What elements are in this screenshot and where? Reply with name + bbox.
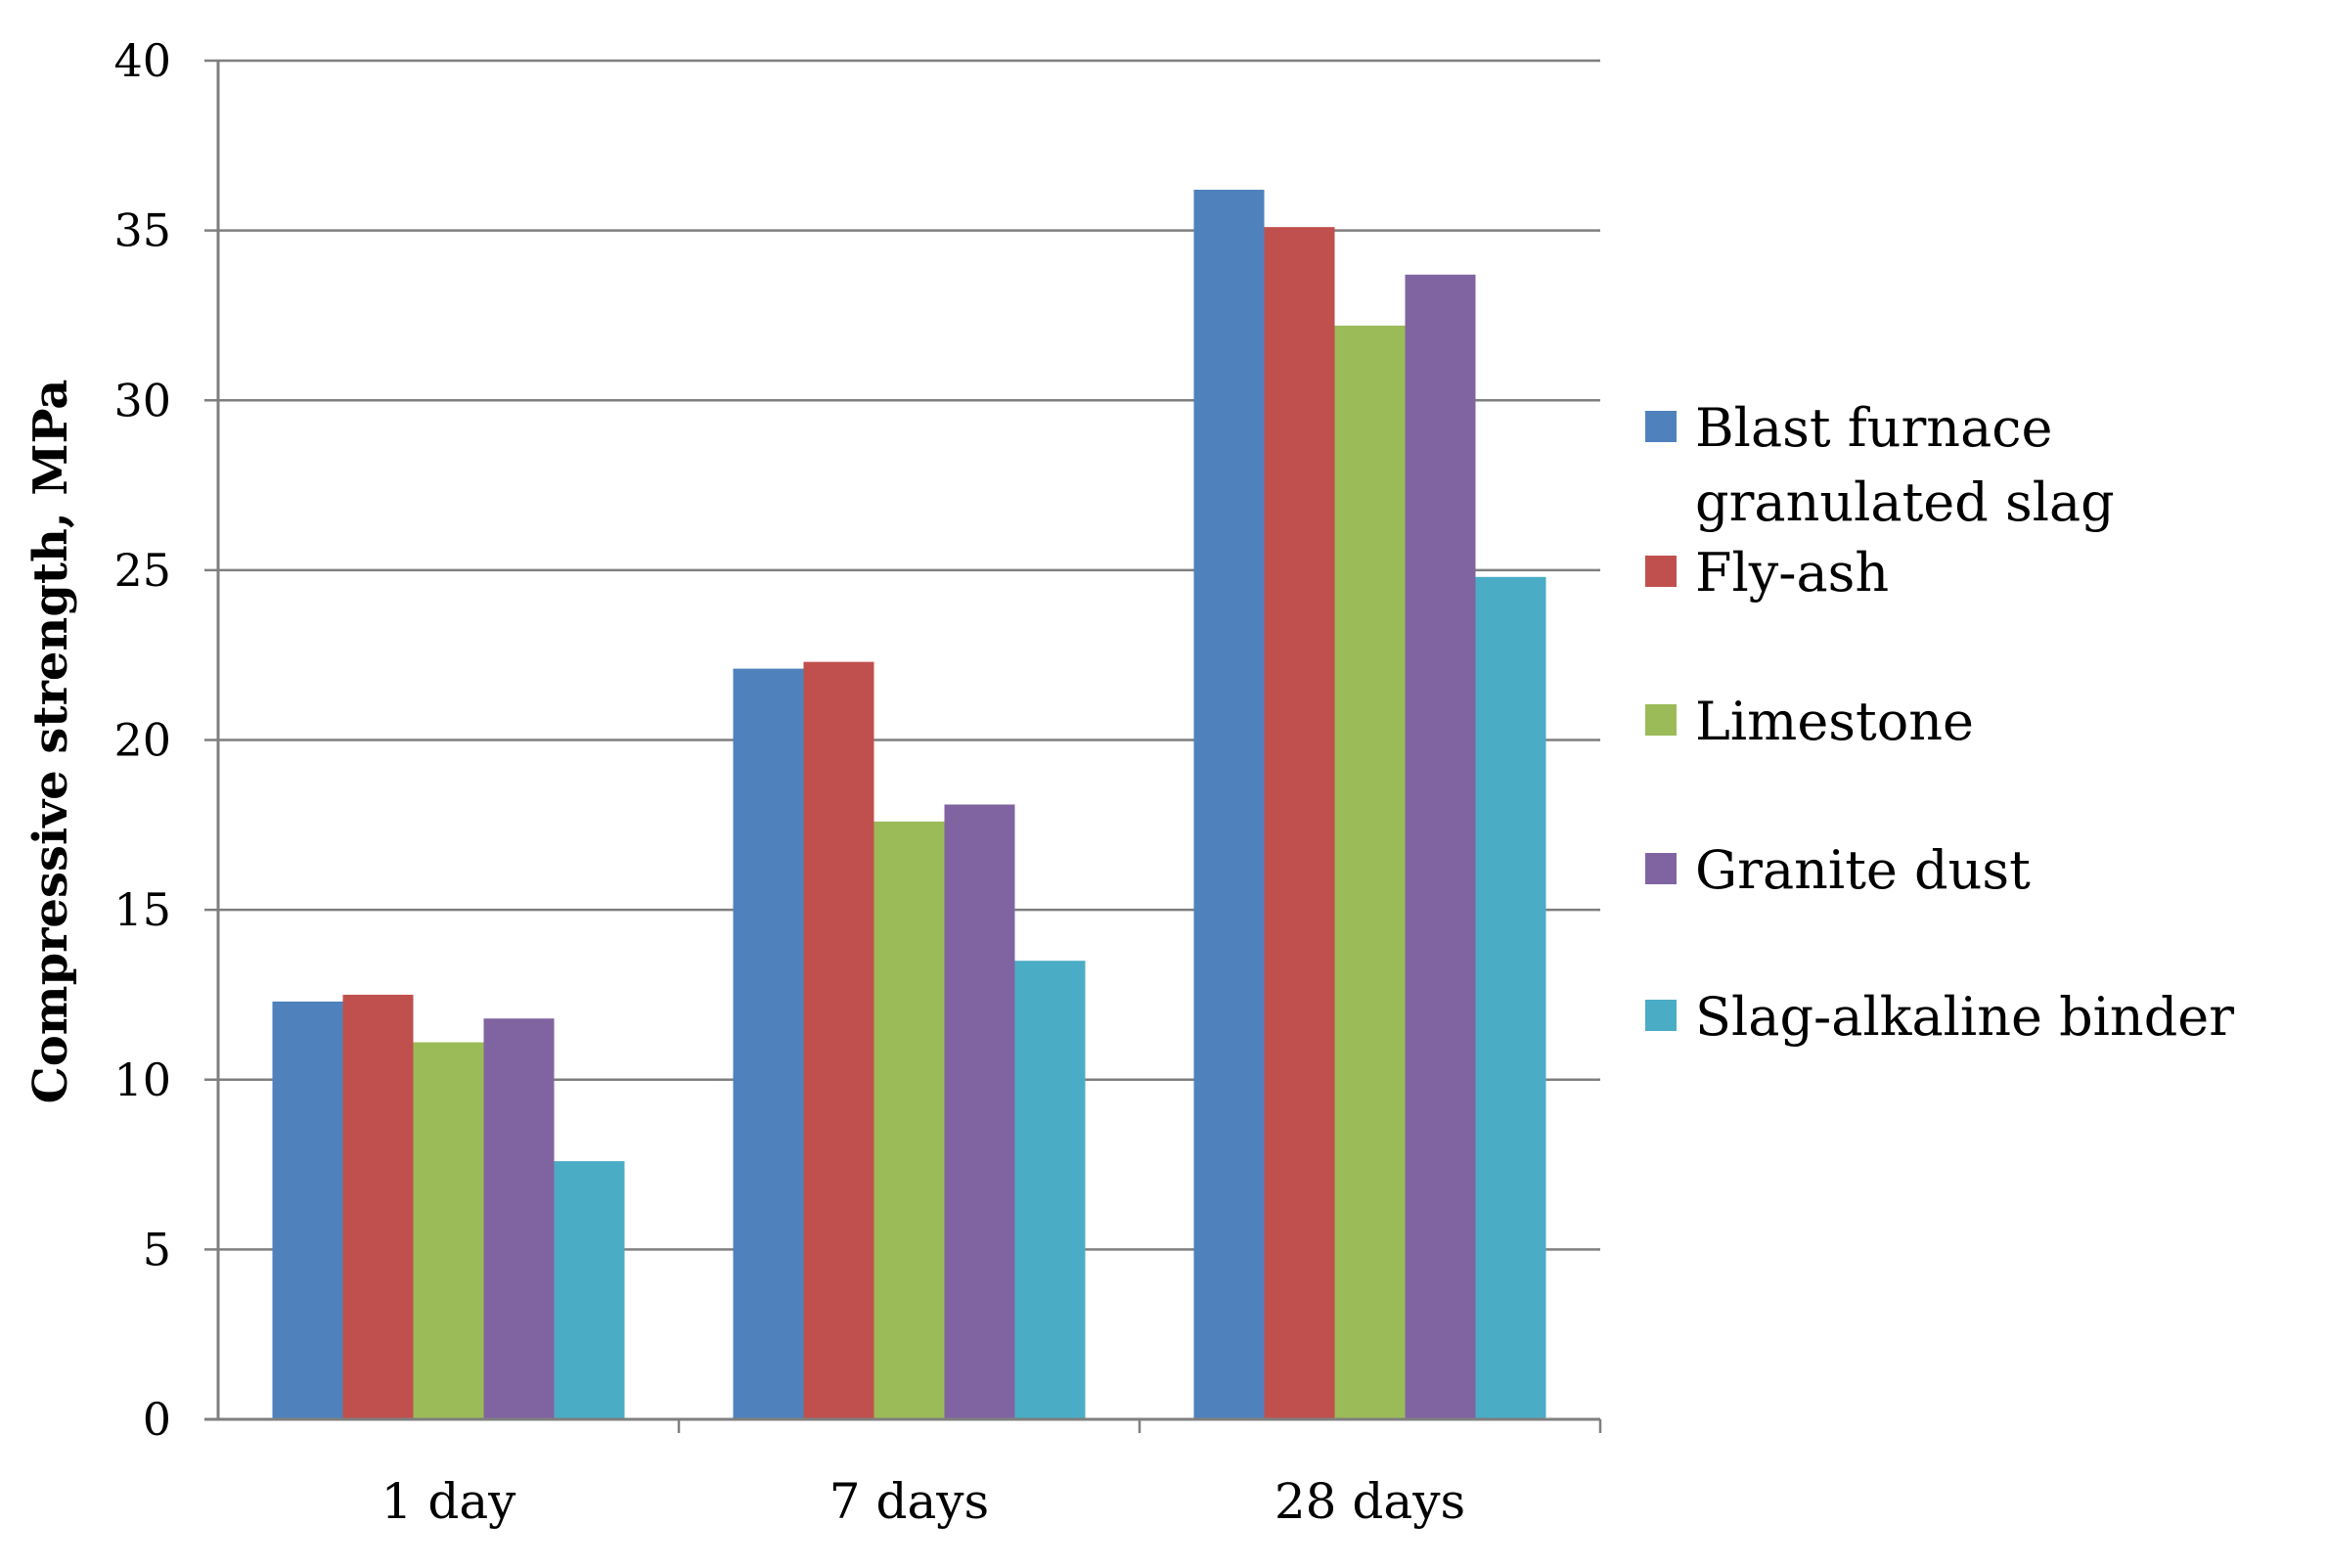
bar — [1014, 961, 1086, 1419]
legend-swatch — [1645, 1000, 1677, 1031]
bars — [272, 189, 1546, 1420]
y-tick-label: 15 — [113, 883, 171, 936]
bar — [873, 821, 945, 1419]
legend: Blast furnace granulated slag Fly-ash Limes… — [1645, 397, 2234, 1048]
y-axis-label: Compressive strength, MPa — [23, 380, 78, 1104]
bar — [1264, 227, 1335, 1420]
legend-swatch — [1645, 704, 1677, 736]
category-label: 28 days — [1275, 1473, 1465, 1530]
bar — [342, 994, 414, 1419]
category-label: 7 days — [829, 1473, 989, 1530]
legend-label: Blast furnace granulated slag — [1695, 397, 2115, 533]
y-tick-label: 30 — [113, 374, 171, 426]
bar — [483, 1018, 555, 1419]
bar — [554, 1161, 625, 1419]
bar — [803, 661, 874, 1419]
bar — [413, 1042, 484, 1419]
bar — [1334, 325, 1406, 1420]
legend-label: Limestone — [1695, 691, 1974, 752]
bar — [1475, 576, 1546, 1419]
y-tick-label: 40 — [113, 34, 171, 87]
y-tick-labels: 0 5 10 15 20 25 30 35 40 — [113, 34, 171, 1446]
bar — [1405, 274, 1476, 1420]
y-tick-label: 35 — [113, 204, 171, 257]
legend-swatch — [1645, 556, 1677, 587]
bar — [1193, 189, 1265, 1420]
y-tick-label: 20 — [113, 714, 171, 767]
category-labels: 1 day 7 days 28 days — [381, 1473, 1466, 1530]
y-tick-label: 5 — [143, 1223, 171, 1276]
legend-swatch — [1645, 853, 1677, 884]
axes — [204, 61, 1602, 1433]
y-tick-label: 10 — [113, 1053, 171, 1106]
legend-label: Fly-ash — [1695, 542, 1889, 604]
legend-label: Slag-alkaline binder — [1695, 986, 2234, 1048]
bar — [733, 668, 804, 1419]
bar — [272, 1001, 343, 1419]
legend-swatch — [1645, 411, 1677, 442]
bar — [944, 804, 1015, 1419]
category-label: 1 day — [381, 1473, 517, 1530]
y-tick-label: 0 — [143, 1393, 171, 1446]
y-tick-label: 25 — [113, 544, 171, 597]
legend-label: Granite dust — [1695, 839, 2031, 901]
